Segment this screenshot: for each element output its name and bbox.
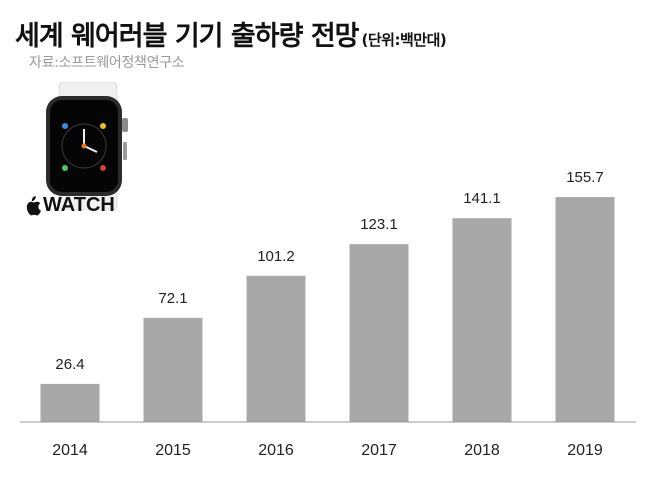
bar-2017	[349, 244, 409, 422]
smartwatch-illustration	[46, 82, 128, 210]
value-label-2016: 101.2	[257, 248, 295, 265]
tick-label-2018: 2018	[464, 442, 500, 459]
chart-title: 세계 웨어러블 기기 출하량 전망	[15, 21, 360, 52]
brand-text: WATCH	[43, 194, 115, 216]
source-label: 자료:소프트웨어정책연구소	[29, 55, 185, 71]
value-label-2018: 141.1	[463, 190, 501, 207]
value-labels-group: 26.4 72.1 101.2 123.1 141.1 155.7	[55, 169, 603, 373]
bar-2018	[452, 218, 512, 422]
value-label-2015: 72.1	[158, 290, 187, 307]
tick-label-2017: 2017	[361, 442, 397, 459]
tick-label-2014: 2014	[52, 442, 88, 459]
bar-2014	[40, 383, 100, 422]
title-row: 세계 웨어러블 기기 출하량 전망 (단위:백만대)	[15, 14, 447, 53]
tick-label-2015: 2015	[155, 442, 191, 459]
bars-group	[40, 197, 615, 422]
apple-logo-icon	[26, 195, 41, 215]
tick-label-2019: 2019	[567, 442, 603, 459]
bar-2015	[143, 317, 203, 422]
tick-label-2016: 2016	[258, 442, 294, 459]
bar-2019	[555, 197, 615, 422]
bar-2016	[246, 275, 306, 422]
apple-watch-brand: WATCH	[22, 194, 115, 217]
unit-label: (단위:백만대)	[361, 31, 447, 49]
x-tick-labels-group: 2014 2015 2016 2017 2018 2019	[52, 442, 603, 459]
value-label-2017: 123.1	[360, 216, 398, 233]
value-label-2014: 26.4	[55, 356, 84, 373]
value-label-2019: 155.7	[566, 169, 604, 186]
